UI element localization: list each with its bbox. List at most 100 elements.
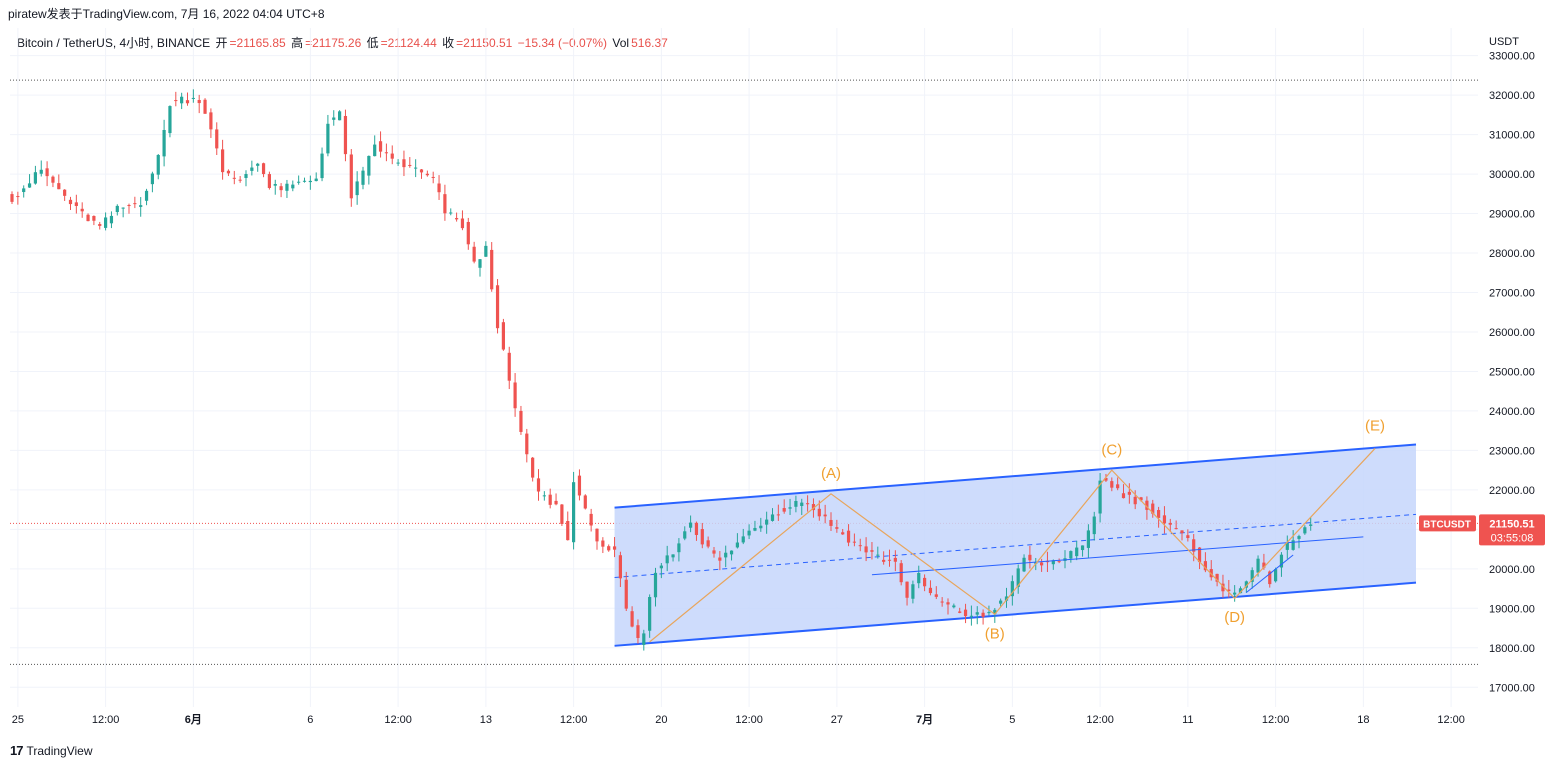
candle (653, 567, 658, 607)
candle (285, 179, 289, 198)
candle (197, 94, 201, 114)
candle-body (203, 99, 207, 114)
channel-lower-line[interactable] (614, 581, 1417, 647)
candle-body (958, 611, 962, 613)
candle-body (1180, 530, 1184, 534)
candle (1285, 535, 1289, 559)
wave-label[interactable]: (C) (1101, 441, 1122, 458)
candle (583, 494, 587, 510)
candle-body (226, 170, 231, 174)
candle-body (1250, 570, 1254, 582)
candle-body (180, 96, 184, 104)
candle-body (1274, 569, 1278, 582)
candle (952, 603, 956, 609)
x-tick-label: 20 (655, 714, 667, 726)
candle-body (1268, 571, 1272, 585)
candle-body (1291, 540, 1295, 550)
candle (1157, 506, 1161, 528)
candle-body (659, 565, 663, 569)
candle-body (332, 117, 336, 120)
candle-body (893, 557, 897, 562)
price-tag-value: 21150.51 (1489, 518, 1534, 530)
candle (612, 537, 617, 558)
candle-body (443, 194, 447, 214)
tradingview-footer[interactable]: 17 TradingView (10, 743, 93, 758)
candle (39, 160, 43, 177)
candle-body (39, 169, 43, 174)
candle (923, 574, 927, 592)
candle-body (554, 500, 558, 505)
candle-body (876, 554, 880, 556)
candle-body (870, 550, 874, 552)
candle-body (1186, 535, 1190, 539)
candle-body (519, 410, 523, 432)
candle-body (1221, 583, 1225, 592)
x-tick-label: 6 (307, 714, 313, 726)
candle-body (121, 207, 125, 209)
candle-body (841, 532, 845, 535)
inner-trend-line[interactable] (871, 536, 1364, 576)
candle (256, 162, 260, 172)
candle-body (1092, 516, 1096, 535)
candle (601, 537, 605, 554)
candle (542, 491, 546, 501)
candle (215, 122, 219, 156)
candle (302, 177, 307, 183)
candle (759, 517, 763, 532)
legend-vol-value: 516.37 (631, 36, 668, 50)
candle (1075, 540, 1079, 561)
price-tag-countdown: 03:55:08 (1491, 532, 1534, 544)
x-tick-label: 13 (480, 714, 492, 726)
candle-body (10, 194, 14, 202)
symbol-tag-text: BTCUSDT (1423, 519, 1471, 530)
legend-symbol[interactable]: Bitcoin / TetherUS, 4小时, BINANCE (17, 36, 211, 50)
wave-label[interactable]: (B) (985, 626, 1005, 643)
y-tick-label: 24000.00 (1489, 406, 1535, 418)
candle (841, 528, 845, 535)
candle (1080, 545, 1085, 557)
candle (876, 546, 880, 559)
short-trend-line[interactable] (1246, 554, 1294, 593)
candle (174, 91, 178, 107)
candle (946, 598, 950, 615)
candle-body (1157, 510, 1161, 518)
candle (63, 189, 67, 201)
elliott-wave-path[interactable] (649, 448, 1376, 643)
candle-body (963, 609, 968, 617)
x-tick-label: 12:00 (735, 714, 763, 726)
candle (917, 565, 921, 589)
channel-upper-line[interactable] (614, 443, 1417, 509)
wave-label[interactable]: (E) (1365, 418, 1385, 435)
channel-mid-line[interactable] (614, 513, 1417, 579)
candle-body (1022, 557, 1026, 572)
y-tick-label: 25000.00 (1489, 366, 1535, 378)
candle-body (829, 519, 833, 526)
candle-body (127, 205, 131, 207)
wave-label[interactable]: (A) (821, 465, 841, 482)
candle-body (823, 514, 827, 517)
candle (1174, 520, 1178, 530)
candle-body (490, 249, 494, 290)
candle-body (57, 183, 61, 190)
candle (343, 109, 348, 162)
candle (835, 519, 839, 533)
candle-body (1139, 497, 1143, 501)
candle-body (770, 514, 775, 521)
wave-label[interactable]: (D) (1224, 609, 1245, 626)
candle-body (782, 508, 786, 512)
candle-body (314, 178, 318, 182)
price-axis: 33000.00 32000.00 31000.00 30000.00 29000.00… (1489, 51, 1535, 695)
candle (1086, 524, 1090, 558)
candle-body (460, 218, 465, 229)
candle (57, 174, 61, 190)
candle (402, 150, 406, 177)
candle-body (144, 190, 149, 201)
candle (776, 504, 780, 521)
candle-body (724, 552, 728, 558)
candle-body (1203, 561, 1207, 571)
candle-body (419, 169, 424, 173)
candle-body (1116, 484, 1120, 489)
legend-open-label: 开 (215, 36, 228, 50)
candle (460, 210, 465, 231)
